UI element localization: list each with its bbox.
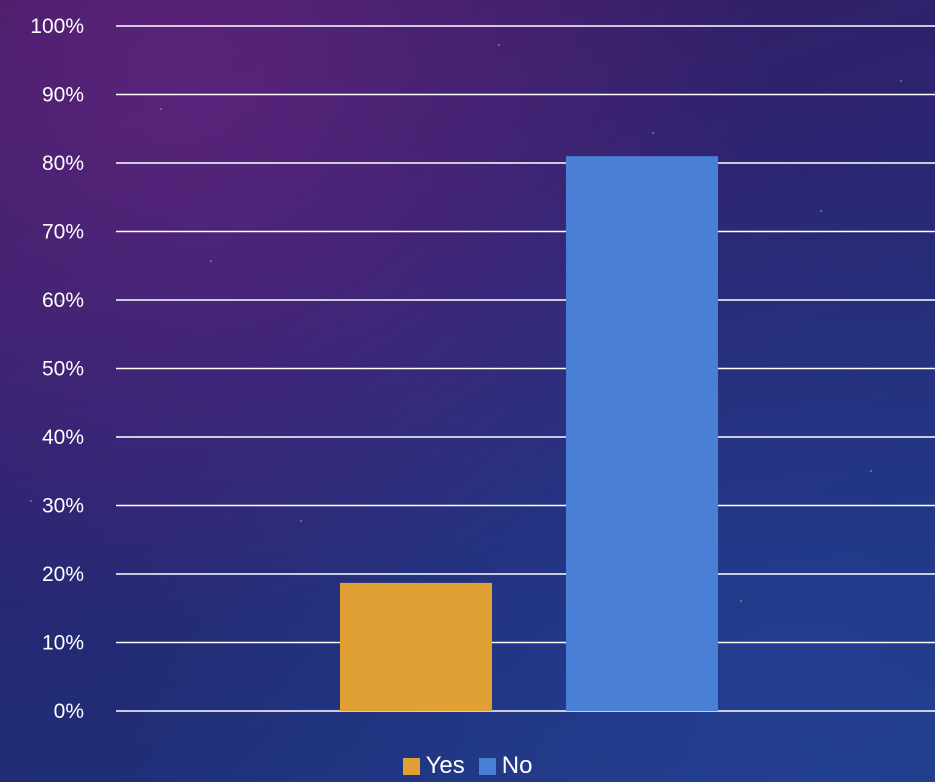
chart-bars xyxy=(340,156,718,711)
bar-no xyxy=(566,156,718,711)
background-star xyxy=(60,300,62,302)
y-tick-label: 100% xyxy=(30,15,84,38)
background-star xyxy=(300,520,302,522)
bar-yes xyxy=(340,582,492,711)
background-star xyxy=(870,470,872,472)
y-tick-label: 30% xyxy=(42,495,84,518)
y-tick-label: 10% xyxy=(42,632,84,655)
background-star xyxy=(900,80,902,82)
background-star xyxy=(498,44,500,46)
legend-swatch-no xyxy=(478,757,496,775)
y-tick-label: 40% xyxy=(42,426,84,449)
legend-item-no: No xyxy=(478,752,533,780)
chart-grid xyxy=(116,25,935,712)
y-tick-label: 70% xyxy=(42,221,84,244)
y-tick-label: 90% xyxy=(42,84,84,107)
y-tick-label: 0% xyxy=(54,700,84,723)
legend-label-yes: Yes xyxy=(425,752,465,779)
background-star xyxy=(820,210,822,212)
background-star xyxy=(160,108,162,110)
y-tick-label: 80% xyxy=(42,152,84,175)
y-axis-labels: 0% 10% 20% 30% 40% 50% 60% 70% 80% 90% 100% xyxy=(30,15,84,723)
chart-legend: Yes No xyxy=(0,752,935,780)
bar-chart: 0% 10% 20% 30% 40% 50% 60% 70% 80% 90% 100% xyxy=(30,15,935,723)
legend-label-no: No xyxy=(501,752,533,779)
legend-swatch-yes xyxy=(402,757,420,775)
background-star xyxy=(652,132,654,134)
y-tick-label: 60% xyxy=(42,289,84,312)
background-star xyxy=(740,600,742,602)
y-tick-label: 20% xyxy=(42,563,84,586)
legend-item-yes: Yes xyxy=(402,752,465,780)
background-star xyxy=(210,260,212,262)
y-tick-label: 50% xyxy=(42,358,84,381)
background-star xyxy=(30,500,32,502)
